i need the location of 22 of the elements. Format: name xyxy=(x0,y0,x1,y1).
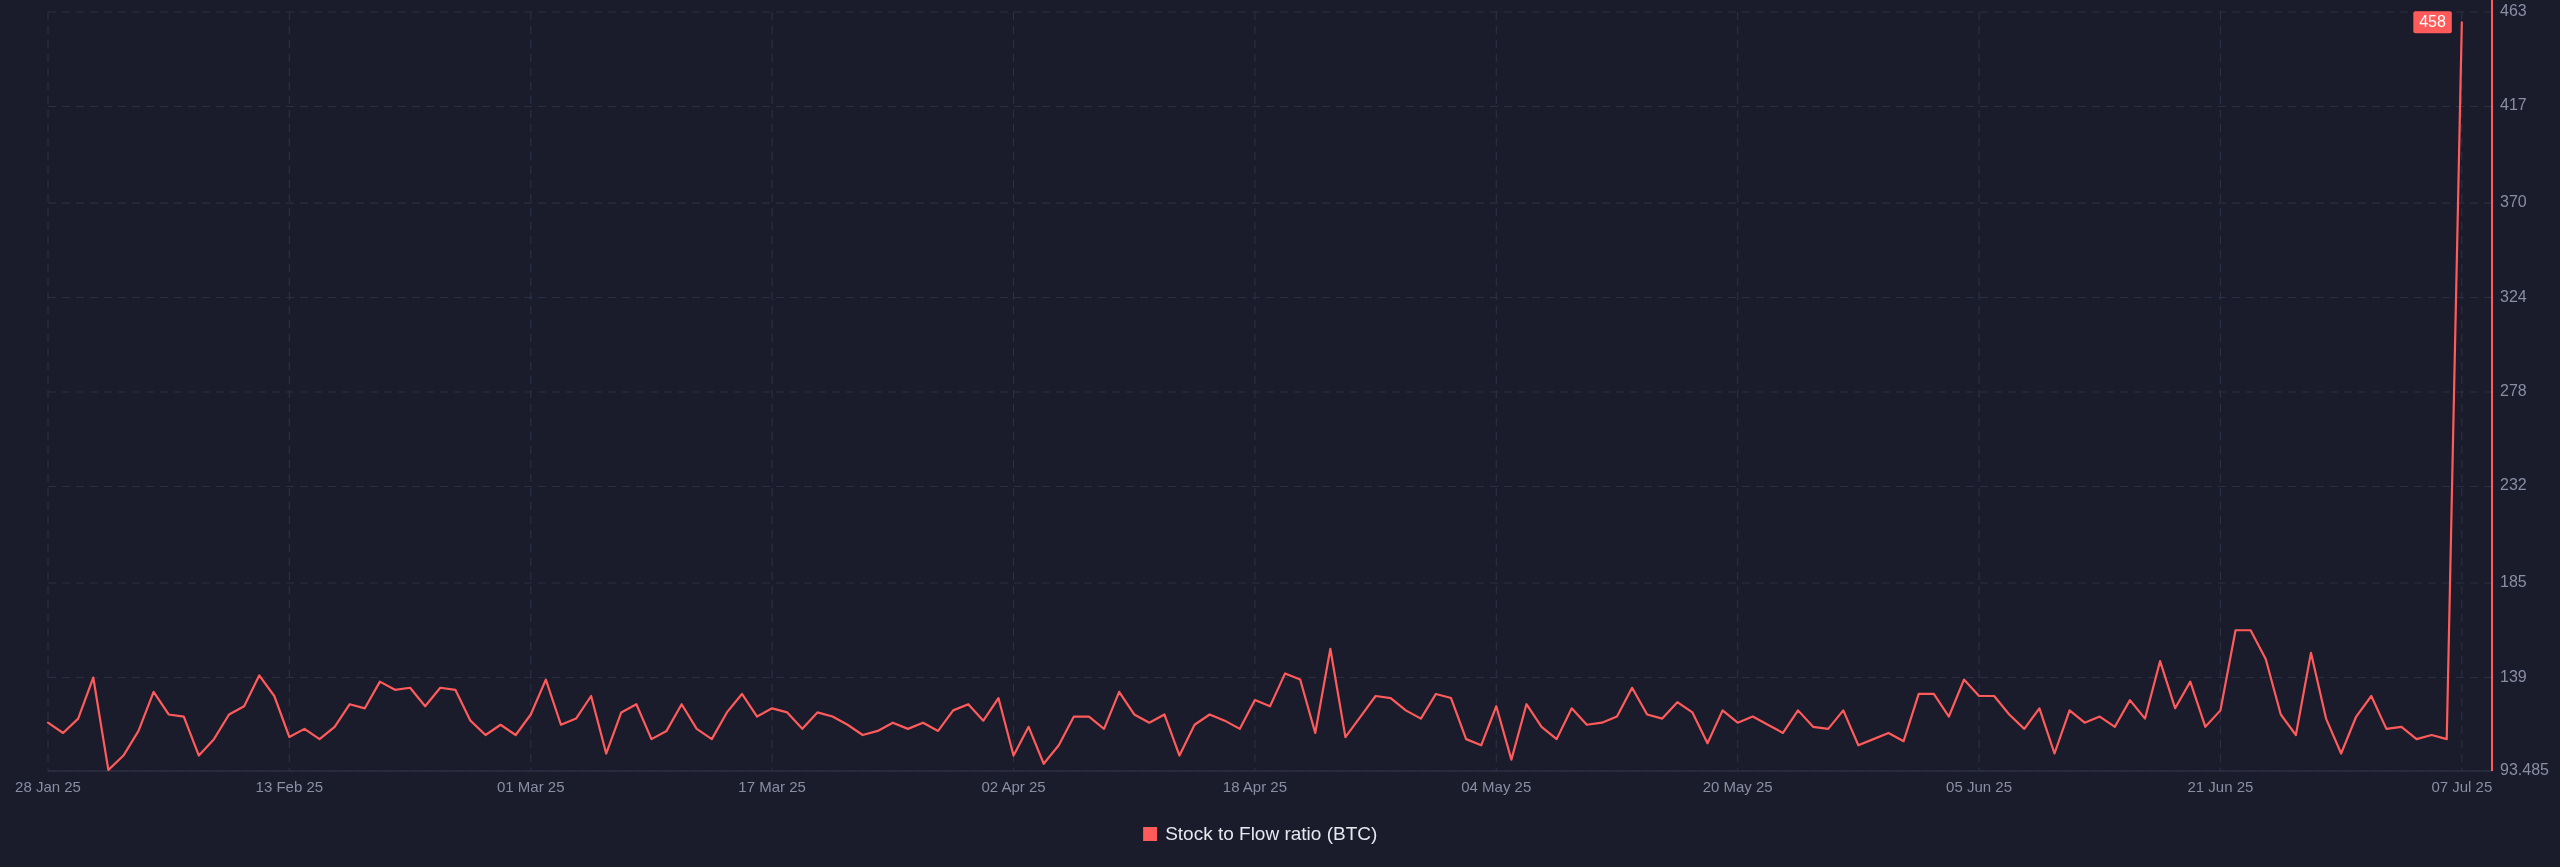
x-tick-label: 02 Apr 25 xyxy=(981,777,1046,795)
y-tick-label: 370 xyxy=(2500,193,2527,211)
y-tick-label: 139 xyxy=(2500,667,2527,685)
x-tick-label: 28 Jan 25 xyxy=(15,777,81,795)
legend-label: Stock to Flow ratio (BTC) xyxy=(1165,823,1378,845)
x-tick-label: 04 May 25 xyxy=(1461,777,1532,795)
x-tick-label: 18 Apr 25 xyxy=(1222,777,1288,795)
y-tick-label: 93.485 xyxy=(2500,761,2550,779)
x-tick-label: 07 Jul 25 xyxy=(2431,777,2493,795)
x-tick-label: 05 Jun 25 xyxy=(1946,777,2013,795)
y-tick-label: 185 xyxy=(2500,573,2527,591)
y-tick-label: 232 xyxy=(2500,476,2527,494)
y-tick-label: 417 xyxy=(2500,96,2527,114)
x-tick-label: 17 Mar 25 xyxy=(738,777,806,795)
x-tick-label: 01 Mar 25 xyxy=(496,777,565,795)
annotation: 458 xyxy=(2419,13,2447,31)
x-tick-label: 21 Jun 25 xyxy=(2187,777,2254,795)
y-tick-label: 278 xyxy=(2500,382,2527,400)
x-tick-label: 20 May 25 xyxy=(1702,777,1773,795)
x-tick-label: 13 Feb 25 xyxy=(255,777,324,795)
y-tick-label: 324 xyxy=(2500,287,2527,305)
y-tick-label: 463 xyxy=(2500,2,2527,20)
